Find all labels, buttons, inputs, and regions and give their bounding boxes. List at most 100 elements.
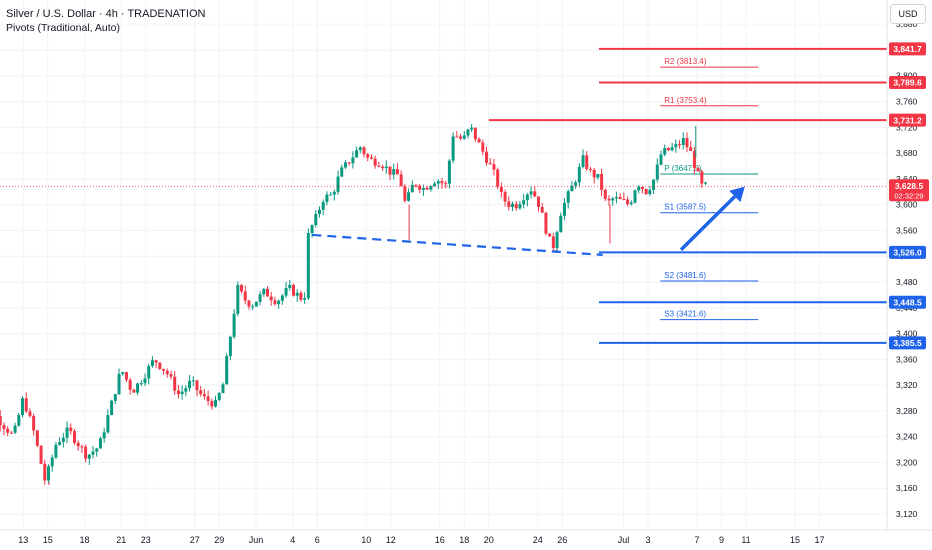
candle-body [362,147,366,155]
candle-body [414,184,418,186]
candle-body [685,138,689,148]
price-tick-label: 3,120 [896,509,918,519]
candle-body [228,336,232,357]
candle-body [6,428,10,433]
candle-body [303,298,307,300]
level-price-tag [889,295,926,309]
candle-body [570,185,574,192]
candle-body [447,160,451,184]
candle-body [206,396,210,402]
candle-body [32,416,36,431]
price-tick-label: 3,320 [896,380,918,390]
candle-body [692,150,696,168]
candle-body [191,380,195,382]
indicator-label[interactable]: Pivots (Traditional, Auto) [6,22,120,34]
candle-body [366,154,370,158]
candle-body [355,150,359,158]
candle-body [644,188,648,195]
price-tick-label: 3,600 [896,200,918,210]
candle-body [136,383,140,393]
candle-body [87,454,91,459]
time-tick-label: Jul [618,535,630,545]
candle-body [626,199,630,205]
candle-body [436,181,440,184]
candle-body [663,147,667,155]
symbol-title[interactable]: Silver / U.S. Dollar · 4h · TRADENATION [6,8,206,20]
candle-body [35,430,39,446]
candle-body [659,154,663,165]
annotations [0,185,887,257]
candle-body [637,186,641,191]
candle-body [169,374,173,377]
candle-body [110,400,114,416]
candle-body [76,442,80,447]
candle-body [180,391,184,395]
candle-body [154,360,158,363]
candle-body [540,206,544,213]
time-tick-label: 23 [141,535,151,545]
candle-body [46,466,50,481]
candle-body [533,191,537,197]
candle-body [284,288,288,296]
candle-body [273,300,277,305]
candle-body [262,288,266,295]
time-tick-label: 18 [459,535,469,545]
candle-body [69,427,73,432]
chart-header: Silver / U.S. Dollar · 4h · TRADENATION … [6,7,205,35]
candle-body [28,411,32,417]
candle-body [84,446,88,459]
candle-body [492,164,496,170]
candle-body [548,233,552,237]
candle-body [21,398,25,415]
candle-body [24,398,28,412]
bullish-arrow-head [729,186,745,203]
candle-body [384,166,388,169]
candle-body [674,144,678,148]
candle-body [288,284,292,289]
currency-button[interactable]: USD [890,4,926,24]
candle-body [655,164,659,180]
candle-body [306,233,310,299]
price-tick-label: 3,280 [896,406,918,416]
time-tick-label: 29 [214,535,224,545]
candle-body [577,166,581,183]
candle-body [165,370,169,375]
time-tick-label: 18 [79,535,89,545]
price-tick-label: 3,400 [896,329,918,339]
candle-body [618,196,622,199]
candle-body [544,212,548,234]
level-price-tag [889,75,926,89]
candle-body [455,136,459,138]
candle-body [343,162,347,168]
time-tick-label: Jun [249,535,264,545]
pivot-label-r1: R1 (3753.4) [664,96,707,105]
time-tick-label: 11 [741,535,750,545]
time-tick-label: 12 [386,535,396,545]
candle-body [395,169,399,175]
candle-body [462,135,466,139]
candle-body [369,157,373,159]
candle-body [132,389,136,393]
candle-body [433,183,437,187]
pivot-label-s3: S3 (3421.6) [664,310,706,319]
candle-body [128,379,132,390]
level-price-label: 3,841.7 [893,44,922,54]
bullish-arrow-shaft [679,195,737,251]
candle-body [525,194,529,201]
candle-body [596,173,600,178]
time-tick-label: 16 [435,535,445,545]
time-axis: 13 15 18 21 23 27 29 Jun 4 6 10 12 16 18 20 24 26 Jul 3 7 9 1… [0,529,932,545]
candle-body [388,166,392,175]
candle-body [503,192,507,202]
candle-body [603,189,607,199]
candle-body [2,425,6,429]
time-tick-label: 15 [790,535,800,545]
candle-body [429,186,433,190]
candle-body [425,187,429,190]
level-price-label: 3,448.5 [893,297,922,307]
price-tick-label: 3,560 [896,225,918,235]
candle-body [704,182,708,184]
candle-body [611,198,615,201]
candle-body [377,165,381,167]
